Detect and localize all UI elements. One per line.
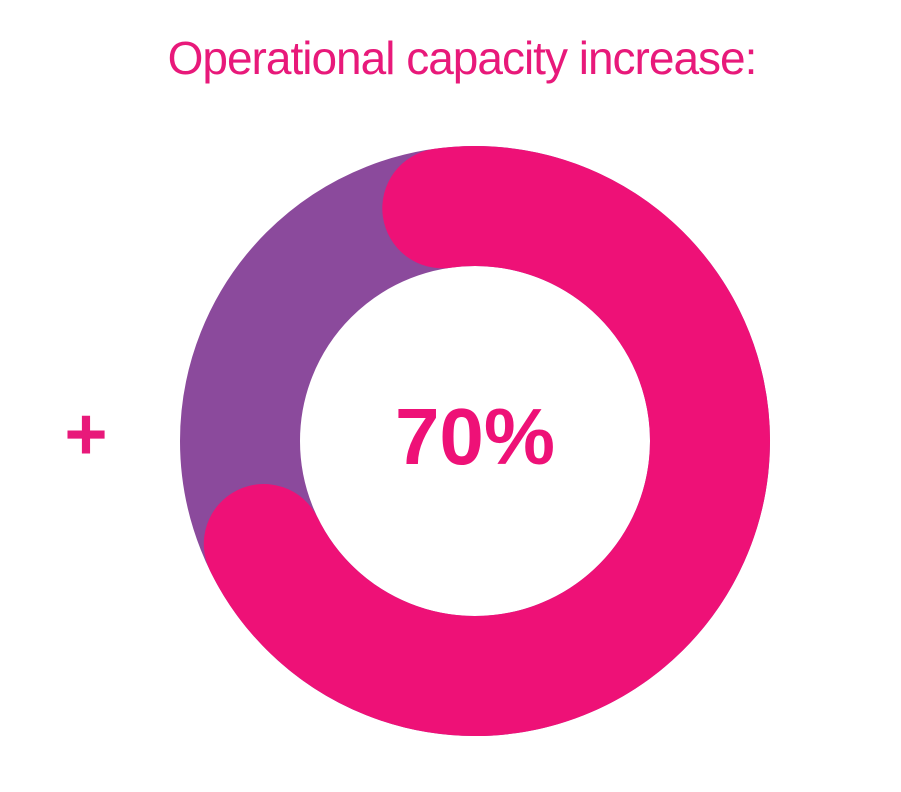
center-value-label: 70% [395,392,555,481]
donut-arc [203,146,770,736]
chart-title: Operational capacity increase: [168,32,757,84]
prefix-sign: + [64,393,107,476]
